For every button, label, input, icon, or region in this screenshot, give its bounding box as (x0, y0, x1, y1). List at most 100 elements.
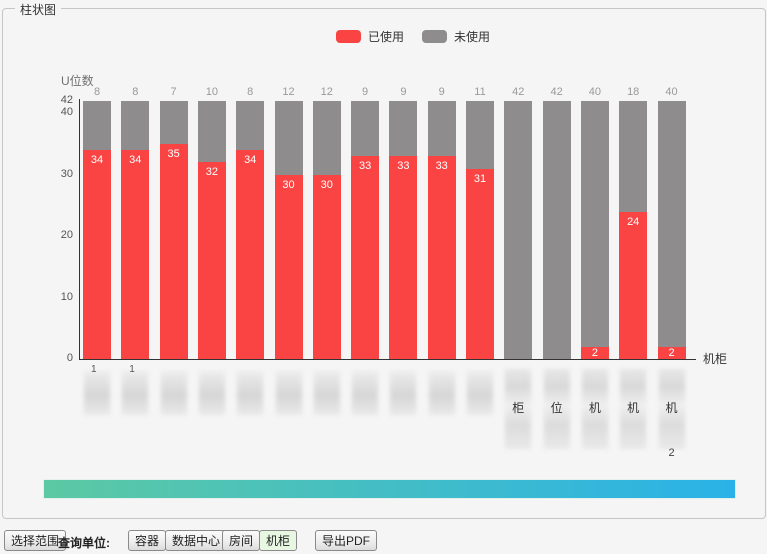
bar-segment-used[interactable] (159, 144, 188, 359)
legend-item-unused[interactable]: 未使用 (422, 28, 490, 45)
unit-button-cabinet[interactable]: 机柜 (259, 530, 298, 551)
y-tick-label: 40 (60, 106, 73, 119)
bar-top-value: 40 (665, 86, 678, 98)
bar-top-value: 7 (170, 86, 177, 98)
bar-top-value: 40 (588, 86, 602, 98)
bar-segment-unused[interactable] (619, 101, 648, 212)
bar-used-value: 2 (591, 346, 598, 359)
bar-segment-used[interactable] (427, 156, 456, 359)
bar-top-value: 42 (550, 86, 563, 98)
x-category-visible-suffix: 2 (668, 447, 675, 459)
bar-used-value: 34 (129, 154, 142, 167)
bar-segment-unused[interactable] (121, 101, 150, 151)
bar-used-value: 34 (90, 154, 104, 167)
bar-top-value: 9 (362, 86, 369, 98)
x-category-blur (581, 369, 608, 449)
bar-used-value: 30 (320, 178, 333, 191)
x-category-blur (122, 371, 149, 415)
bar-top-value: 10 (205, 86, 219, 98)
x-category-blur (237, 371, 264, 415)
bar-top-value: 12 (282, 86, 295, 98)
bar-used-value: 34 (244, 154, 257, 167)
bar-segment-unused[interactable] (389, 101, 418, 157)
bar-top-value: 9 (400, 86, 407, 98)
legend-swatch-used (336, 30, 361, 43)
bar-segment-used[interactable] (580, 346, 609, 359)
bar-used-value: 2 (668, 346, 675, 359)
bar-top-value: 18 (627, 86, 640, 98)
x-category-visible-char: 1 (91, 364, 97, 375)
bar-used-value: 30 (282, 178, 295, 191)
y-tick-label: 42 (60, 94, 73, 106)
export-pdf-button[interactable]: 导出PDF (315, 530, 378, 551)
bar-segment-unused[interactable] (580, 101, 609, 347)
x-category-blur (160, 371, 187, 415)
bar-segment-used[interactable] (657, 346, 686, 359)
range-gradient-bar[interactable] (43, 479, 736, 499)
y-tick-label: 20 (60, 229, 73, 242)
bar-segment-used[interactable] (83, 150, 111, 359)
bar-segment-unused[interactable] (504, 101, 533, 359)
bar-segment-used[interactable] (236, 150, 265, 359)
bar-segment-used[interactable] (197, 162, 226, 359)
unit-button-datacenter[interactable]: 数据中心 (165, 530, 228, 551)
bar-used-value: 24 (627, 215, 640, 228)
x-category-visible-char: 位 (550, 401, 563, 415)
bar-top-value: 8 (132, 86, 139, 98)
bar-top-value: 11 (474, 86, 486, 98)
bar-segment-unused[interactable] (312, 101, 341, 175)
bar-segment-used[interactable] (619, 211, 648, 359)
x-category-blur (275, 371, 302, 415)
x-category-blur (390, 371, 417, 415)
x-axis-line (79, 359, 696, 360)
footer-toolbar: 选择范围 查询单位: 容器 数据中心 房间 机柜 导出PDF (0, 524, 767, 554)
x-category-visible-char: 柜 (512, 401, 525, 415)
bar-segment-unused[interactable] (197, 101, 226, 163)
x-category-blur (84, 371, 110, 415)
query-unit-label: 查询单位: (58, 536, 110, 550)
bar-top-value: 9 (438, 86, 445, 98)
bar-used-value: 35 (167, 148, 180, 160)
bar-segment-unused[interactable] (657, 101, 686, 347)
x-category-blur (505, 369, 532, 449)
bar-segment-used[interactable] (121, 150, 150, 359)
legend-item-used[interactable]: 已使用 (336, 28, 404, 45)
unit-button-container[interactable]: 容器 (128, 530, 167, 551)
x-category-visible-char: 机 (627, 401, 640, 415)
bar-used-value: 32 (205, 166, 219, 179)
bar-segment-unused[interactable] (159, 101, 188, 144)
chart-legend: 已使用 未使用 (336, 28, 490, 45)
x-category-blur (543, 369, 570, 449)
bar-segment-unused[interactable] (351, 101, 380, 157)
bar-segment-used[interactable] (274, 174, 303, 359)
select-range-button[interactable]: 选择范围 (4, 530, 67, 551)
bar-segment-unused[interactable] (466, 101, 494, 169)
bar-segment-used[interactable] (351, 156, 380, 359)
bar-segment-unused[interactable] (542, 101, 571, 359)
bar-used-value: 33 (435, 160, 448, 173)
bar-used-value: 33 (397, 160, 410, 173)
unit-button-room[interactable]: 房间 (222, 530, 261, 551)
panel-title: 柱状图 (15, 1, 62, 18)
x-category-blur (198, 371, 225, 415)
bar-segment-unused[interactable] (427, 101, 456, 157)
bar-segment-unused[interactable] (274, 101, 303, 175)
x-category-visible-char: 机 (588, 401, 601, 415)
bar-top-value: 42 (512, 86, 525, 98)
x-category-blur (620, 369, 647, 449)
bar-segment-used[interactable] (466, 168, 494, 359)
bar-segment-unused[interactable] (83, 101, 111, 151)
bar-segment-used[interactable] (312, 174, 341, 359)
y-axis-title: U位数 (61, 74, 94, 88)
x-category-blur (467, 371, 493, 415)
x-category-blur (352, 371, 379, 415)
bar-segment-used[interactable] (389, 156, 418, 359)
bar-top-value: 8 (93, 86, 101, 98)
x-category-blur (313, 371, 340, 415)
bar-segment-unused[interactable] (236, 101, 265, 151)
y-tick-label: 0 (66, 352, 73, 364)
y-axis-line (79, 99, 80, 360)
x-category-blur (428, 371, 455, 415)
x-axis-title: 机柜 (703, 352, 728, 366)
bar-chart-panel: 柱状图 已使用 未使用 U位数 机柜 0 10 20 30 40 42 8 34 1 8 34 1 7 3… (2, 1, 766, 519)
